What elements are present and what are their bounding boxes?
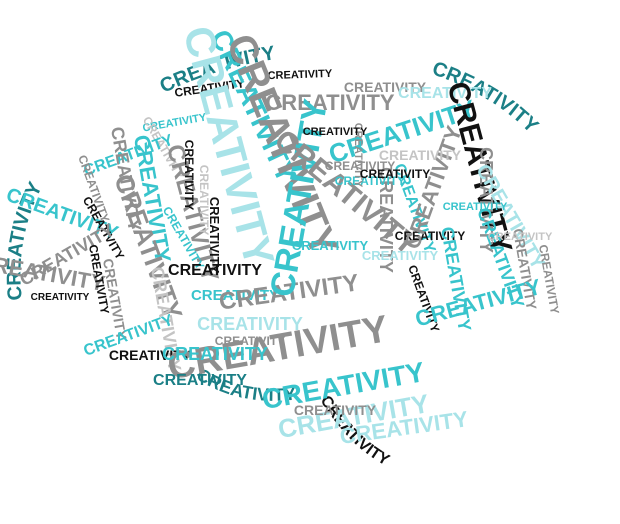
inner-word: CREATIVITY: [265, 90, 394, 115]
inner-word: CREATIVITY: [488, 231, 553, 243]
inner-word: CREATIVITY: [395, 229, 465, 243]
inner-word: CREATIVITY: [360, 167, 430, 181]
inner-word: CREATIVITY: [197, 165, 211, 235]
inner-word: CREATIVITY: [412, 274, 544, 332]
inner-word: CREATIVITY: [303, 126, 368, 138]
inner-word: CREATIVITY: [476, 147, 496, 253]
inner-word: CREATIVITY: [109, 347, 192, 363]
inner-word: CREATIVITY: [443, 201, 508, 213]
inner-word: CREATIVITY: [325, 159, 395, 173]
inner-word: CREATIVITY: [362, 248, 439, 263]
inner-word: CREATIVITY: [398, 85, 492, 102]
inner-word: CREATIVITY: [352, 123, 364, 188]
inner-word: CREATIVITY: [197, 314, 303, 334]
inner-word: CREATIVITY: [153, 372, 247, 389]
inner-word: CREATIVITY: [294, 402, 377, 418]
inner-word: CREATIVITY: [335, 174, 405, 188]
inner-word: CREATIVITY: [182, 140, 196, 210]
inner-word: CREATIVITY: [191, 287, 279, 304]
inner-word: CREATIVITY: [292, 238, 369, 253]
inner-word: CREATIVITY: [207, 197, 222, 274]
inner-word: CREATIVITY: [376, 167, 396, 273]
inner-word: CREATIVITY: [267, 68, 333, 82]
inner-word: CREATIVITY: [31, 292, 90, 303]
inner-words: CREATIVITYCREATIVITYCREATIVITYCREATIVITY…: [0, 21, 562, 449]
inner-word: CREATIVITY: [168, 262, 262, 279]
inner-word: CREATIVITY: [379, 147, 462, 163]
inner-word: CREATIVITY: [162, 344, 268, 364]
inner-word: CREATIVITY: [344, 79, 427, 95]
inner-word: CREATIVITY: [215, 334, 285, 348]
